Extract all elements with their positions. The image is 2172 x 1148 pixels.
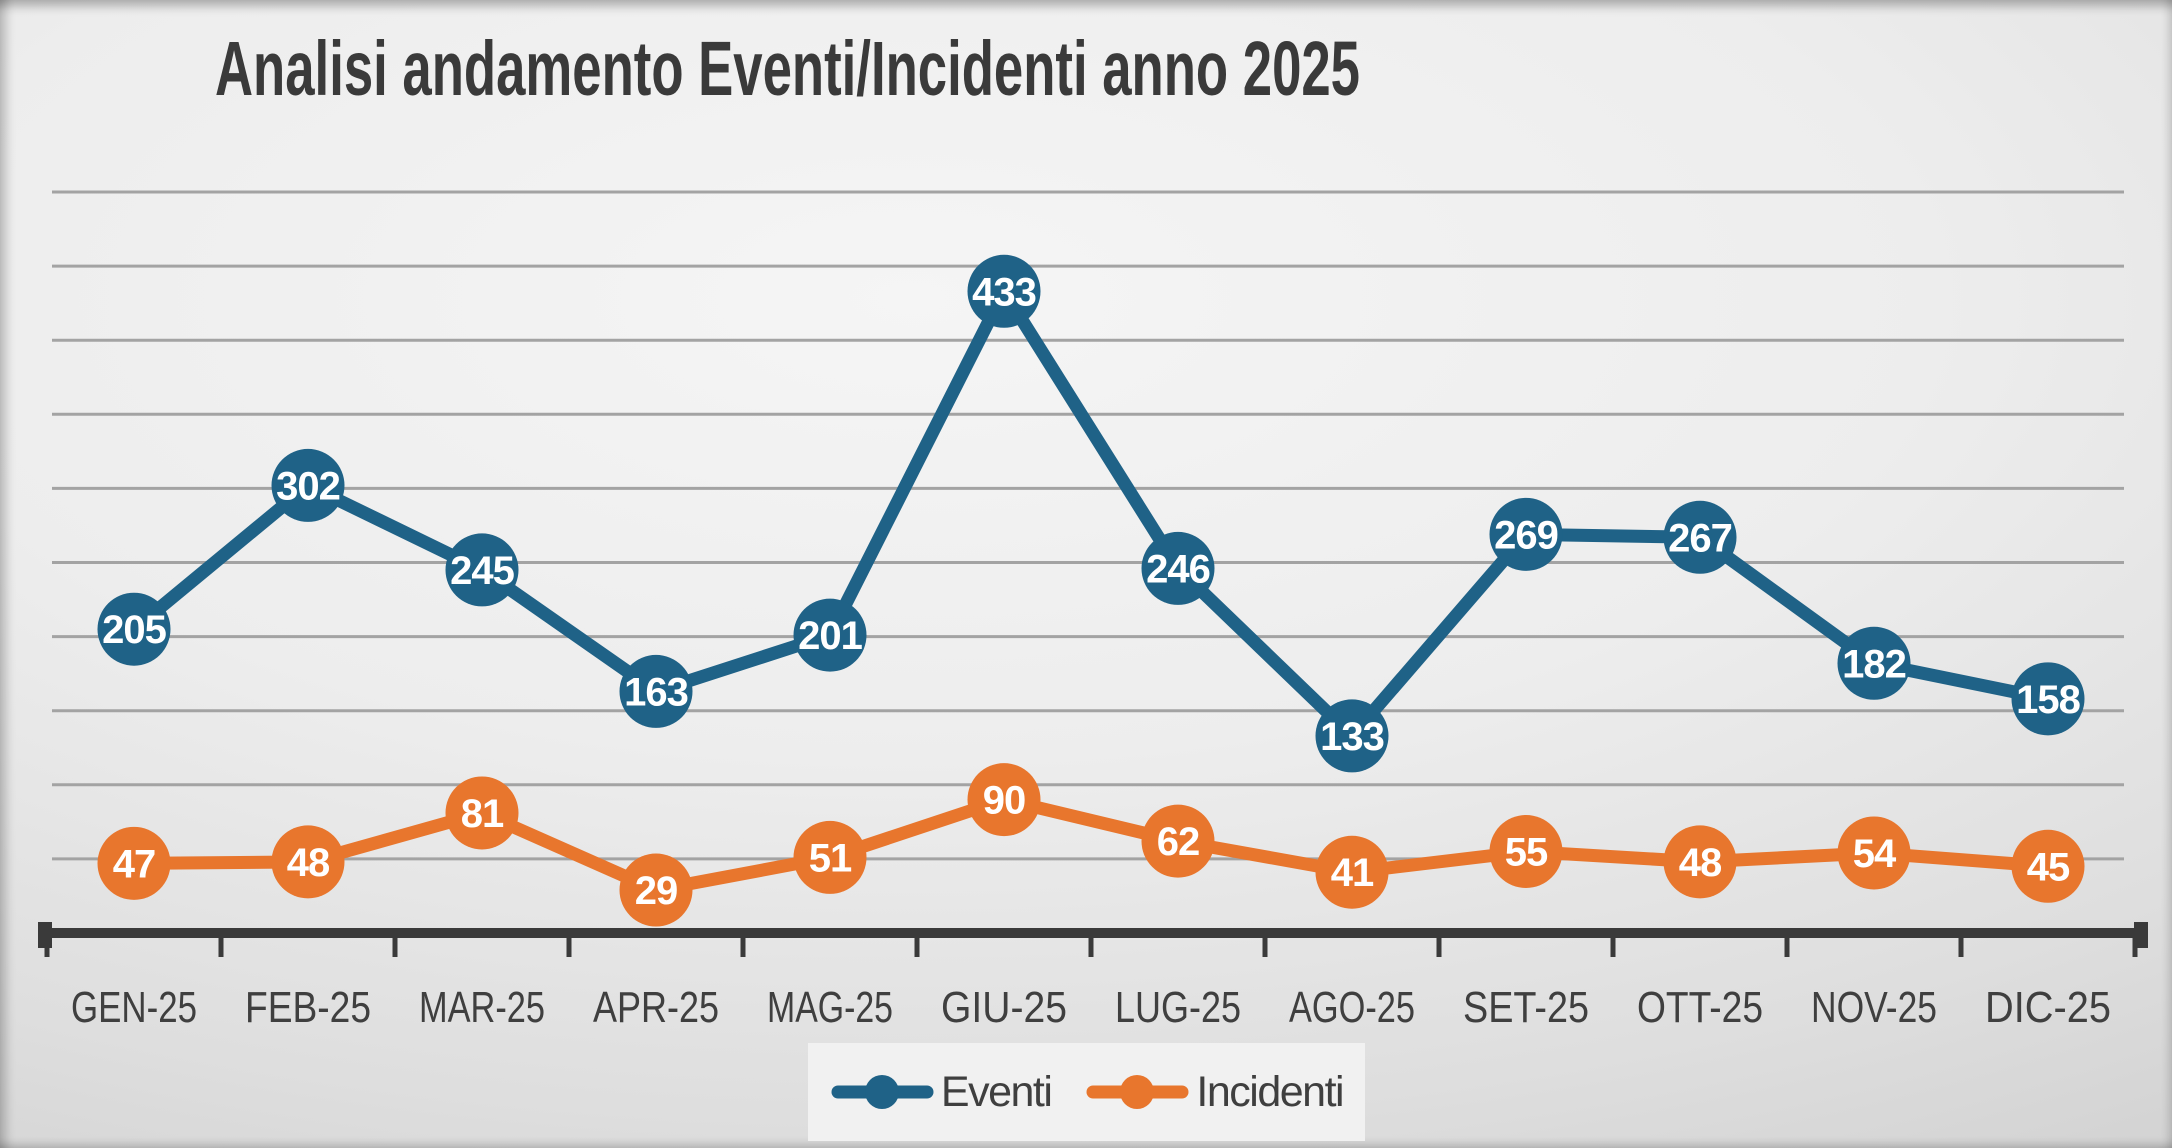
eventi-data-label: 205 xyxy=(102,608,166,652)
x-axis-tick xyxy=(740,933,746,957)
eventi-marker xyxy=(1837,626,1911,700)
incidenti-marker xyxy=(1141,804,1215,878)
incidenti-marker xyxy=(619,853,693,927)
chart-title: Analisi andamento Eventi/Incidenti anno … xyxy=(215,26,1360,112)
x-axis-label: LUG-25 xyxy=(1115,983,1241,1032)
eventi-data-label: 433 xyxy=(972,270,1036,314)
incidenti-marker xyxy=(1489,814,1563,888)
eventi-data-label: 133 xyxy=(1320,715,1384,759)
x-axis-label: MAG-25 xyxy=(767,983,893,1032)
eventi-marker xyxy=(2011,662,2085,736)
incidenti-marker xyxy=(97,826,171,900)
incidenti-data-label: 54 xyxy=(1853,832,1897,876)
eventi-data-label: 158 xyxy=(2016,678,2080,722)
eventi-data-label: 182 xyxy=(1842,642,1906,686)
eventi-marker xyxy=(1489,497,1563,571)
incidenti-marker xyxy=(271,825,345,899)
x-axis-label: MAR-25 xyxy=(419,983,545,1032)
x-axis-label: OTT-25 xyxy=(1637,983,1763,1032)
eventi-data-label: 246 xyxy=(1146,547,1210,591)
incidenti-data-label: 81 xyxy=(461,792,504,836)
legend-item-incidenti: Incidenti xyxy=(1085,1067,1345,1117)
incidenti-data-label: 41 xyxy=(1331,851,1374,895)
incidenti-data-label: 55 xyxy=(1505,830,1548,874)
eventi-line-swatch-icon xyxy=(831,1075,934,1109)
incidenti-data-label: 47 xyxy=(113,842,156,886)
eventi-marker xyxy=(97,592,171,666)
eventi-marker xyxy=(793,598,867,672)
x-axis-tick xyxy=(1958,933,1964,957)
incidenti-marker xyxy=(1315,835,1389,909)
eventi-line xyxy=(127,284,2055,743)
legend-label-incidenti: Incidenti xyxy=(1196,1067,1344,1116)
incidenti-marker xyxy=(1837,816,1911,890)
gridlines xyxy=(52,190,2124,861)
x-axis-tick xyxy=(1088,933,1094,957)
legend-item-eventi: Eventi xyxy=(830,1067,1053,1117)
x-axis-tick xyxy=(1610,933,1616,957)
eventi-marker xyxy=(445,533,519,607)
x-axis-label: GEN-25 xyxy=(71,983,197,1032)
x-axis-label: GIU-25 xyxy=(941,983,1067,1032)
incidenti-data-label: 48 xyxy=(287,841,330,885)
incidenti-marker xyxy=(967,763,1041,837)
eventi-marker xyxy=(619,654,693,728)
x-axis-tick xyxy=(218,933,224,957)
incidenti-data-label: 45 xyxy=(2027,845,2070,889)
incidenti-marker xyxy=(793,820,867,894)
legend: Eventi Incidenti xyxy=(808,1043,1365,1141)
x-axis-tick xyxy=(1784,933,1790,957)
x-axis-tick xyxy=(1436,933,1442,957)
x-axis xyxy=(38,922,2148,957)
x-axis-labels: GEN-25 FEB-25 MAR-25 APR-25 MAG-25 GIU-25 LUG-… xyxy=(71,983,2111,1032)
eventi-data-label: 245 xyxy=(450,549,514,593)
series-lines: 205 302 245 163 201 433 246 133 269 267 182 158 47 48… xyxy=(97,254,2085,927)
eventi-data-label: 269 xyxy=(1494,513,1558,557)
x-axis-line xyxy=(38,928,2148,938)
x-axis-label: DIC-25 xyxy=(1985,983,2111,1032)
x-axis-label: NOV-25 xyxy=(1811,983,1937,1032)
incidenti-line xyxy=(127,793,2055,897)
eventi-data-label: 201 xyxy=(798,614,862,658)
eventi-marker xyxy=(1663,500,1737,574)
eventi-marker xyxy=(1141,531,1215,605)
x-axis-tick xyxy=(392,933,398,957)
incidenti-marker xyxy=(2011,829,2085,903)
x-axis-label: FEB-25 xyxy=(245,983,371,1032)
x-axis-endcap xyxy=(38,922,52,948)
incidenti-marker xyxy=(445,776,519,850)
x-axis-label: SET-25 xyxy=(1463,983,1589,1032)
x-axis-tick xyxy=(1262,933,1268,957)
eventi-marker xyxy=(1315,699,1389,773)
incidenti-marker xyxy=(1663,825,1737,899)
incidenti-data-label: 90 xyxy=(983,779,1026,823)
x-axis-tick xyxy=(566,933,572,957)
eventi-data-label: 302 xyxy=(276,464,340,508)
incidenti-data-label: 48 xyxy=(1679,841,1722,885)
legend-label-eventi: Eventi xyxy=(940,1067,1053,1116)
x-axis-label: APR-25 xyxy=(593,983,719,1032)
eventi-marker xyxy=(271,448,345,522)
eventi-data-label: 267 xyxy=(1668,516,1732,560)
incidenti-line-swatch-icon xyxy=(1086,1075,1189,1109)
eventi-marker xyxy=(967,254,1041,328)
incidenti-data-label: 51 xyxy=(809,836,852,880)
incidenti-data-label: 62 xyxy=(1157,820,1200,864)
x-axis-endcap xyxy=(2134,922,2148,948)
incidenti-data-label: 29 xyxy=(635,869,678,913)
x-axis-tick xyxy=(914,933,920,957)
x-axis-label: AGO-25 xyxy=(1289,983,1415,1032)
eventi-data-label: 163 xyxy=(624,670,688,714)
